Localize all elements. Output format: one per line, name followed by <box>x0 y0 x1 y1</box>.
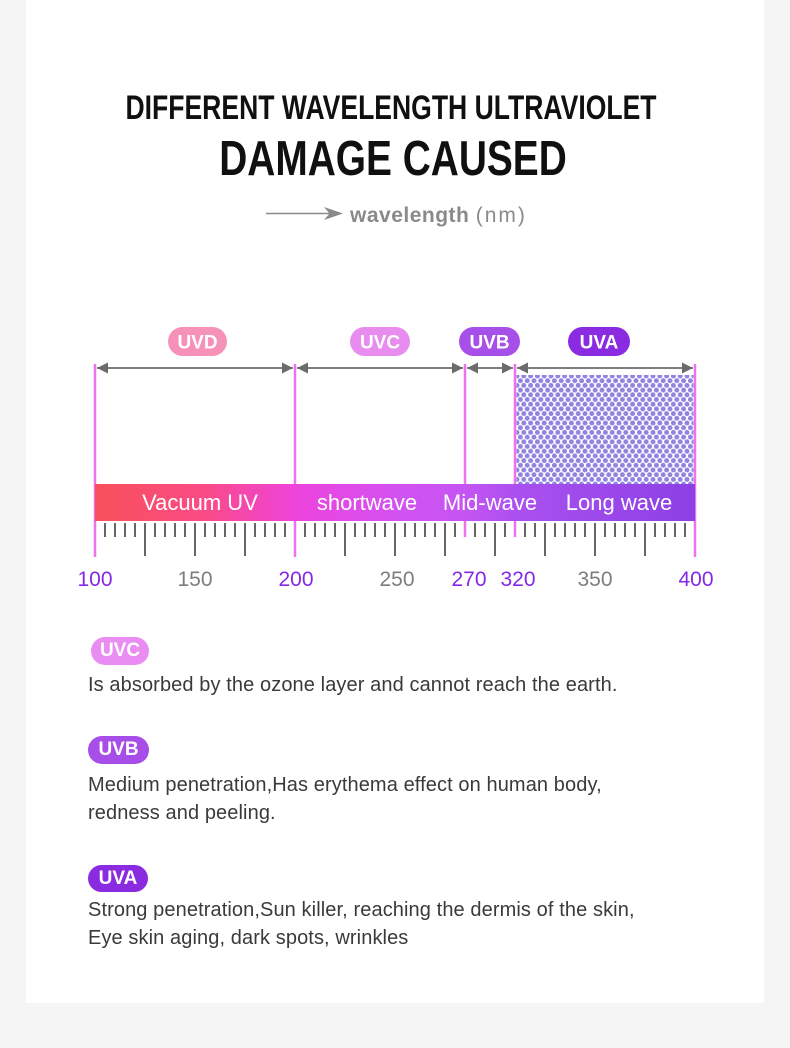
svg-text:UVB: UVB <box>469 333 509 354</box>
svg-text:320: 320 <box>500 568 535 591</box>
svg-text:Mid-wave: Mid-wave <box>443 490 537 515</box>
svg-text:200: 200 <box>278 568 313 591</box>
svg-text:150: 150 <box>177 568 212 591</box>
svg-text:350: 350 <box>577 568 612 591</box>
svg-text:100: 100 <box>77 568 112 591</box>
svg-text:UVC: UVC <box>360 333 400 354</box>
svg-text:270: 270 <box>451 568 486 591</box>
svg-text:Vacuum UV: Vacuum UV <box>142 490 258 515</box>
svg-text:250: 250 <box>379 568 414 591</box>
svg-text:UVD: UVD <box>177 333 217 354</box>
svg-text:UVA: UVA <box>580 333 619 354</box>
svg-text:shortwave: shortwave <box>317 490 417 515</box>
svg-text:400: 400 <box>678 568 713 591</box>
svg-text:Long wave: Long wave <box>566 490 672 515</box>
